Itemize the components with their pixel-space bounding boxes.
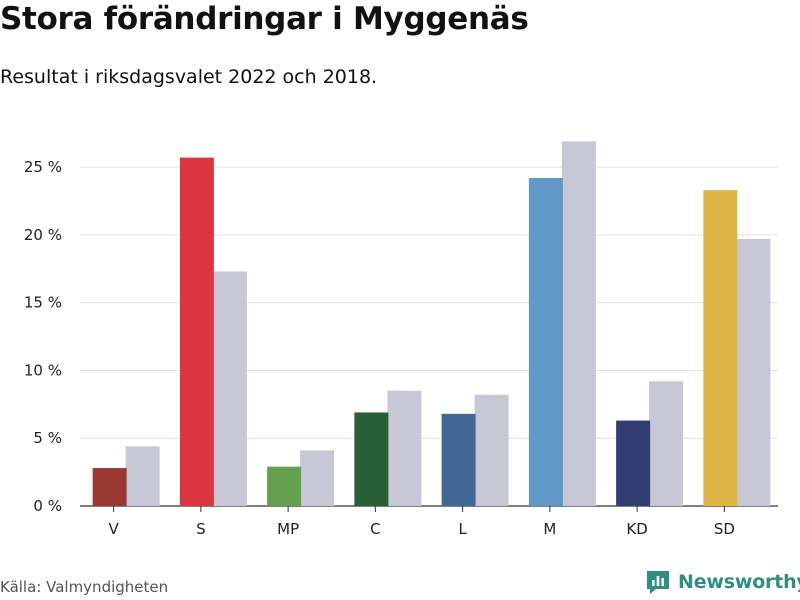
bar-2022-sd	[703, 190, 738, 506]
brand-logo: Newsworthy	[644, 568, 800, 596]
bar-2022-v	[92, 468, 127, 506]
bar-2018-l	[474, 394, 509, 506]
bar-2022-s	[179, 157, 214, 506]
y-tick-label: 15 %	[24, 294, 62, 312]
x-tick-label: S	[196, 520, 206, 538]
x-tick-label: C	[370, 520, 380, 538]
bar-2018-s	[212, 271, 247, 506]
bar-2022-c	[354, 412, 389, 506]
bar-2018-v	[125, 446, 160, 506]
bar-2022-kd	[616, 420, 651, 506]
bar-2022-m	[528, 177, 563, 506]
bar-2018-sd	[736, 238, 771, 506]
bar-2022-mp	[267, 466, 302, 506]
y-tick-label: 5 %	[33, 429, 62, 447]
chart-subtitle: Resultat i riksdagsvalet 2022 och 2018.	[0, 66, 378, 88]
x-tick-label: V	[108, 520, 119, 538]
bar-2018-c	[387, 390, 422, 506]
bar-2022-l	[441, 413, 476, 506]
bar-2018-m	[561, 141, 596, 506]
x-tick-label: L	[458, 520, 467, 538]
y-tick-label: 10 %	[24, 361, 62, 379]
chart-title: Stora förändringar i Myggenäs	[0, 1, 529, 37]
y-tick-label: 0 %	[33, 497, 62, 515]
newsworthy-icon	[647, 571, 669, 594]
x-tick-label: SD	[714, 520, 735, 538]
brand-name: Newsworthy	[678, 571, 800, 593]
bar-2018-mp	[300, 450, 335, 506]
x-tick-label: M	[543, 520, 556, 538]
x-tick-label: KD	[626, 520, 647, 538]
y-tick-label: 20 %	[24, 226, 62, 244]
bar-2018-kd	[649, 381, 684, 506]
x-tick-label: MP	[277, 520, 299, 538]
source-note: Källa: Valmyndigheten	[0, 578, 169, 596]
y-tick-label: 25 %	[24, 158, 62, 176]
